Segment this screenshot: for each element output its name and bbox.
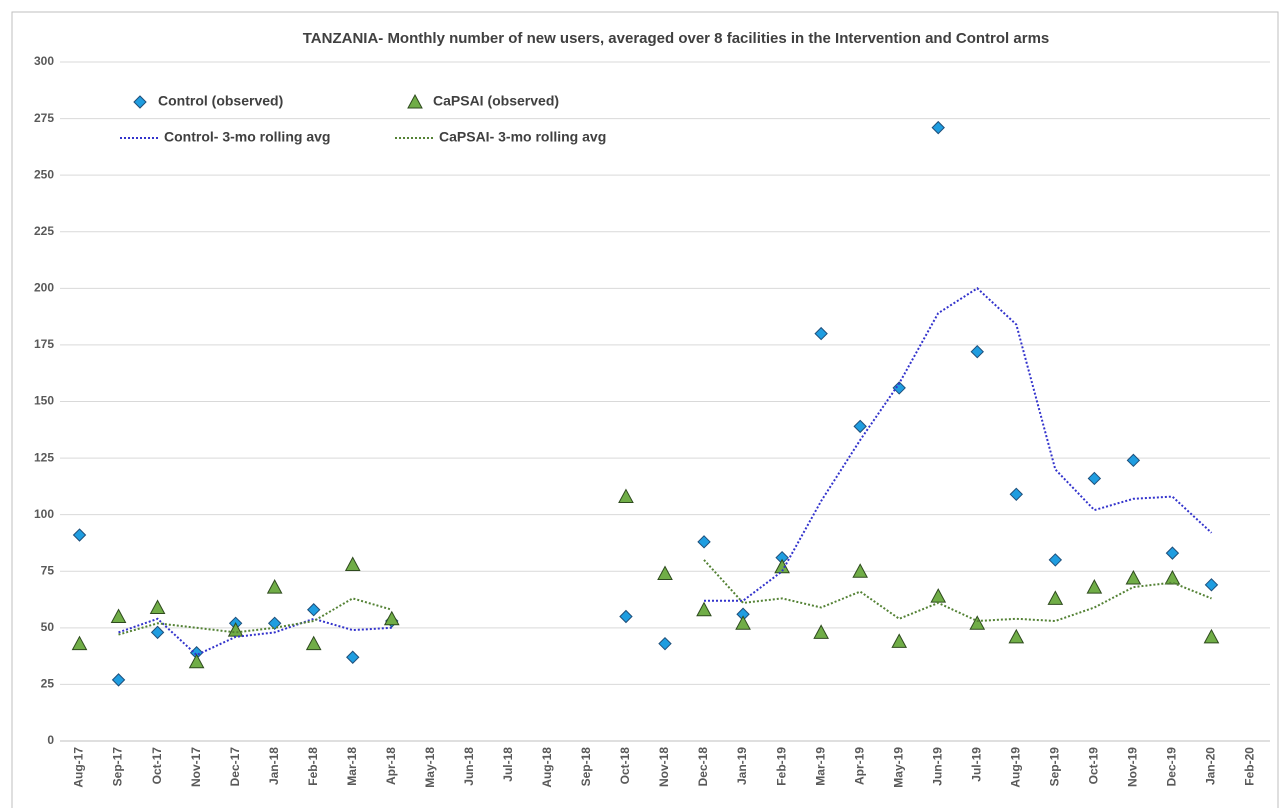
data-point	[697, 535, 711, 549]
x-tick-label: Jan-20	[1204, 747, 1218, 785]
x-tick-label: Dec-19	[1165, 747, 1179, 787]
y-tick-label: 0	[47, 733, 54, 747]
x-tick-label: Jul-18	[501, 747, 515, 782]
data-point	[346, 650, 360, 664]
y-tick-label: 275	[34, 111, 54, 125]
data-point	[618, 488, 634, 504]
data-point	[1125, 569, 1142, 585]
legend-label: CaPSAI- 3-mo rolling avg	[439, 129, 606, 145]
x-tick-label: Aug-17	[72, 747, 86, 788]
y-tick-label: 125	[34, 450, 54, 464]
data-point	[266, 579, 283, 594]
y-tick-label: 250	[34, 167, 54, 181]
x-tick-label: Feb-18	[306, 747, 320, 786]
data-line	[118, 287, 1213, 657]
data-point	[149, 599, 166, 614]
data-point	[1203, 628, 1220, 644]
x-tick-label: Dec-17	[228, 747, 242, 787]
x-tick-label: Jan-19	[735, 747, 749, 785]
legend-label: CaPSAI (observed)	[433, 93, 559, 109]
data-point	[188, 653, 205, 669]
y-tick-label: 75	[41, 563, 55, 577]
x-tick-label: Sep-18	[579, 747, 593, 787]
y-tick-label: 50	[41, 620, 55, 634]
y-tick-label: 150	[34, 394, 54, 408]
x-tick-label: Oct-19	[1087, 747, 1101, 785]
data-point	[774, 558, 790, 574]
x-tick-label: Jan-18	[267, 747, 281, 785]
data-point	[305, 635, 322, 651]
data-point	[72, 528, 87, 542]
x-tick-label: Nov-19	[1126, 747, 1140, 787]
data-point	[853, 419, 867, 434]
data-point	[970, 344, 984, 359]
x-tick-label: Jul-19	[969, 747, 983, 782]
y-tick-label: 25	[41, 677, 55, 691]
x-tick-label: Aug-18	[540, 747, 554, 788]
data-point	[111, 673, 126, 687]
chart-title: TANZANIA- Monthly number of new users, a…	[303, 30, 1050, 47]
x-tick-label: Sep-17	[111, 747, 125, 787]
legend-symbol	[133, 95, 147, 109]
data-point	[344, 556, 361, 571]
data-point	[931, 120, 945, 135]
data-point	[1048, 553, 1063, 567]
x-tick-label: Nov-18	[657, 747, 671, 787]
data-point	[892, 381, 906, 395]
data-point	[110, 608, 127, 624]
data-point	[969, 615, 986, 630]
x-tick-label: Oct-17	[150, 747, 164, 785]
data-point	[852, 563, 868, 578]
data-point	[1204, 578, 1219, 592]
x-tick-label: Jun-19	[930, 747, 944, 786]
legend-symbol	[407, 93, 423, 109]
data-point	[619, 609, 633, 624]
x-tick-label: Mar-19	[813, 747, 827, 786]
data-point	[1164, 569, 1181, 585]
data-point	[1126, 453, 1141, 468]
data-point	[1165, 546, 1180, 560]
data-point	[814, 326, 828, 341]
x-tick-label: Apr-19	[852, 747, 866, 785]
data-point	[658, 636, 672, 651]
x-tick-label: Mar-18	[345, 747, 359, 786]
x-tick-label: Apr-18	[384, 747, 398, 785]
x-tick-label: Aug-19	[1008, 747, 1022, 788]
chart-border	[11, 11, 1279, 808]
data-point	[1009, 487, 1023, 502]
y-tick-label: 300	[34, 54, 54, 68]
data-point	[891, 633, 908, 648]
y-tick-label: 200	[34, 281, 54, 295]
x-tick-label: Oct-18	[618, 747, 632, 785]
data-line	[118, 559, 1212, 636]
legend-label: Control- 3-mo rolling avg	[164, 129, 330, 145]
x-tick-label: May-18	[423, 747, 437, 788]
data-point	[383, 610, 400, 626]
data-point	[696, 601, 712, 617]
x-tick-label: May-19	[891, 747, 905, 788]
y-tick-label: 100	[34, 507, 54, 521]
x-tick-label: Sep-19	[1047, 747, 1061, 787]
y-tick-label: 225	[34, 224, 54, 238]
x-tick-label: Feb-20	[1243, 747, 1257, 786]
legend-label: Control (observed)	[158, 93, 283, 109]
data-point	[657, 565, 673, 581]
data-point	[813, 624, 829, 639]
data-point	[735, 615, 751, 630]
y-tick-label: 175	[34, 337, 54, 351]
data-point	[71, 635, 88, 651]
data-point	[1087, 471, 1102, 486]
x-tick-label: Jun-18	[462, 747, 476, 786]
data-point	[307, 603, 321, 617]
data-point	[150, 625, 165, 640]
data-point	[1086, 579, 1103, 594]
x-tick-label: Feb-19	[774, 747, 788, 786]
data-point	[1008, 628, 1025, 644]
data-point	[1047, 590, 1064, 605]
x-tick-label: Dec-18	[696, 747, 710, 787]
x-tick-label: Nov-17	[189, 747, 203, 787]
